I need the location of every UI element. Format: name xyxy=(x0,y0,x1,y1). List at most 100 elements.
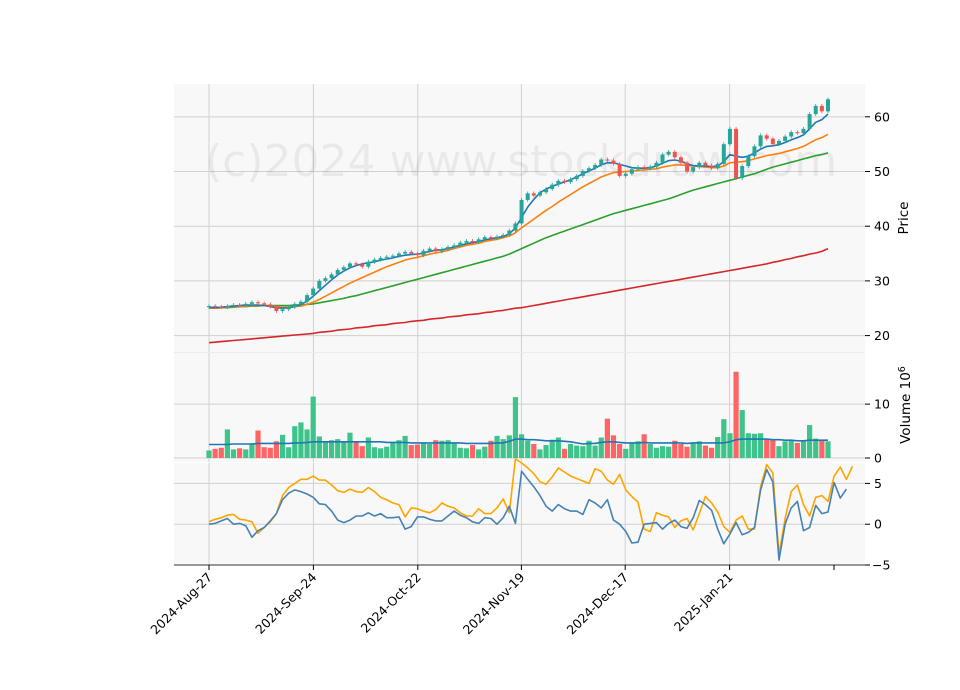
candle-body xyxy=(623,173,628,176)
volume-bar xyxy=(286,447,292,458)
price-axis: 20 30 40 50 60 xyxy=(865,109,890,343)
candle-body xyxy=(537,192,542,196)
candle-body xyxy=(525,193,530,200)
candle-body xyxy=(317,280,322,289)
volume-bar xyxy=(279,434,286,458)
candle-body xyxy=(758,135,763,147)
candle-body xyxy=(231,304,236,307)
candle-body xyxy=(826,99,830,112)
candle-body xyxy=(458,242,463,246)
candle-body xyxy=(446,246,451,250)
candle-body xyxy=(354,263,359,265)
volume-bar xyxy=(420,442,427,458)
volume-bar xyxy=(341,441,347,458)
moving-average-lines xyxy=(208,113,829,344)
volume-bar xyxy=(347,432,353,458)
volume-bar xyxy=(764,438,770,458)
volume-bar xyxy=(365,437,371,458)
x-tick-label: 2024-Nov-19 xyxy=(460,569,528,637)
candle-body xyxy=(562,180,567,182)
volume-bar xyxy=(561,448,568,458)
volume-bar xyxy=(439,440,445,458)
candle-body xyxy=(384,256,389,258)
volume-bar xyxy=(322,441,329,458)
volume-bar xyxy=(653,447,659,458)
volume-bar xyxy=(500,439,506,458)
volume-bar xyxy=(212,448,218,458)
candle-body xyxy=(580,170,585,176)
volume-bar xyxy=(402,435,408,458)
volume-bar xyxy=(218,447,224,458)
price-tick-label: 60 xyxy=(874,109,890,124)
volume-bar xyxy=(586,440,592,458)
candle-body xyxy=(256,302,261,304)
volume-bar xyxy=(635,441,641,458)
volume-bar xyxy=(592,445,598,458)
candle-body xyxy=(396,253,401,256)
volume-bar xyxy=(549,439,555,458)
volume-bar xyxy=(206,450,212,458)
volume-bar xyxy=(696,441,702,458)
candle-body xyxy=(519,199,524,224)
candle-body xyxy=(366,261,371,267)
candle-body xyxy=(470,240,475,243)
candle-body xyxy=(452,245,457,247)
x-tick-label: 2025-Jan-21 xyxy=(671,570,736,635)
volume-bar xyxy=(469,445,476,458)
candle-body xyxy=(531,193,536,196)
candle-body xyxy=(568,179,573,182)
volume-bar xyxy=(610,435,617,458)
candle-body xyxy=(685,162,690,172)
volume-bar xyxy=(678,443,684,458)
candle-body xyxy=(286,307,291,310)
volume-bar xyxy=(384,446,390,458)
candle-body xyxy=(403,251,408,254)
volume-bar xyxy=(807,425,813,458)
volume-bar xyxy=(647,443,653,458)
volume-average-line xyxy=(209,438,828,446)
candle-body xyxy=(439,249,444,252)
volume-bar xyxy=(776,446,782,458)
candle-body xyxy=(268,304,273,307)
oscillator-axis: −5 0 5 xyxy=(174,476,890,573)
candle-body xyxy=(488,237,493,239)
candle-body xyxy=(421,250,426,256)
candle-body xyxy=(721,144,726,164)
candle-body xyxy=(795,132,800,134)
volume-bar xyxy=(427,443,433,458)
candle-body xyxy=(219,306,224,308)
volume-bar xyxy=(819,439,825,458)
candle-body xyxy=(207,306,211,308)
volume-bar xyxy=(261,447,267,458)
candle-body xyxy=(611,160,616,164)
candle-body xyxy=(433,248,438,252)
volume-bar xyxy=(574,445,580,458)
candle-body xyxy=(360,264,365,267)
x-tick-label: 2024-Oct-22 xyxy=(358,570,424,636)
candle-body xyxy=(593,164,598,169)
candle-body xyxy=(746,156,751,167)
volume-bar xyxy=(390,442,396,458)
candle-body xyxy=(783,136,788,141)
volume-bar xyxy=(512,397,519,458)
oscillator-line-a xyxy=(208,468,848,561)
candle-body xyxy=(660,154,665,163)
volume-bar xyxy=(813,438,819,458)
candle-body xyxy=(691,167,696,172)
volume-bar xyxy=(537,449,543,458)
candle-body xyxy=(672,151,677,158)
volume-axis-label: Volume 106 xyxy=(897,366,914,444)
volume-bar xyxy=(757,433,764,458)
candle-body xyxy=(776,140,781,145)
volume-bar xyxy=(353,441,359,458)
volume-bar xyxy=(825,441,831,458)
candle-body xyxy=(740,166,745,179)
candle-body xyxy=(550,184,555,190)
price-tick-label: 20 xyxy=(874,328,890,343)
volume-bar xyxy=(463,448,470,458)
candle-body xyxy=(335,269,340,275)
price-axis-label: Price xyxy=(896,202,912,235)
candle-body xyxy=(574,175,579,180)
candle-body xyxy=(715,163,720,169)
volume-bar xyxy=(702,445,709,458)
